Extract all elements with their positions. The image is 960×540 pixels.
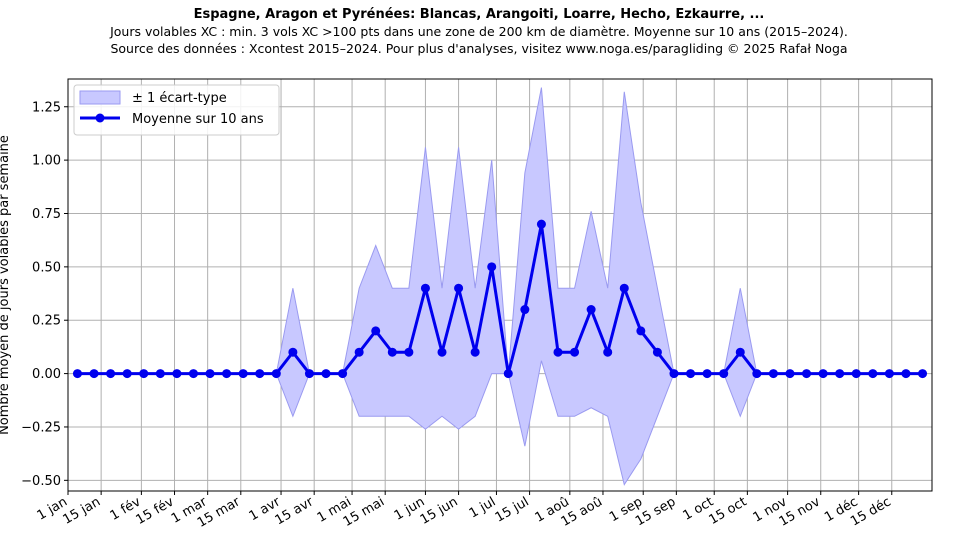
legend: ± 1 écart-type Moyenne sur 10 ans — [73, 84, 280, 136]
mean-point — [172, 369, 182, 379]
mean-point — [404, 347, 414, 357]
mean-point — [454, 283, 464, 293]
mean-point — [868, 369, 878, 379]
x-tick-label: 15 jul — [493, 494, 532, 525]
mean-point — [702, 369, 712, 379]
mean-point — [106, 369, 116, 379]
mean-point — [371, 326, 381, 336]
y-axis: −0.50 −0.25 0.00 0.25 0.50 0.75 1.00 1.25 — [21, 100, 68, 489]
y-tick-label: −0.25 — [21, 420, 61, 435]
mean-point — [636, 326, 646, 336]
y-tick-label: 0.00 — [32, 367, 61, 382]
x-tick-label: 15 jun — [418, 494, 461, 527]
plot-frame — [67, 78, 933, 492]
mean-point — [437, 347, 447, 357]
chart-subtitle-line-2: Source des données : Xcontest 2015–2024.… — [110, 41, 847, 56]
mean-point — [188, 369, 198, 379]
mean-line — [77, 222, 923, 376]
series-layer — [72, 219, 928, 379]
mean-point — [255, 369, 265, 379]
mean-point — [884, 369, 894, 379]
mean-point — [785, 369, 795, 379]
mean-point — [304, 369, 314, 379]
y-tick-label: 1.25 — [32, 100, 61, 115]
mean-point — [918, 369, 928, 379]
mean-point — [222, 369, 232, 379]
mean-point — [338, 369, 348, 379]
legend-box — [73, 84, 280, 136]
mean-point — [155, 369, 165, 379]
mean-point — [420, 283, 430, 293]
mean-point — [321, 369, 331, 379]
mean-point — [122, 369, 132, 379]
mean-point — [288, 347, 298, 357]
x-tick-label: 15 fév — [134, 494, 177, 528]
mean-point — [89, 369, 99, 379]
legend-band-swatch — [79, 90, 121, 105]
mean-point — [503, 369, 513, 379]
mean-point — [387, 347, 397, 357]
mean-point — [470, 347, 480, 357]
mean-point — [669, 369, 679, 379]
mean-point — [818, 369, 828, 379]
mean-point — [205, 369, 215, 379]
x-tick-label: 1 jul — [467, 494, 499, 521]
mean-point — [686, 369, 696, 379]
mean-point — [768, 369, 778, 379]
y-tick-label: 0.25 — [32, 314, 61, 329]
x-tick-label: 15 jan — [61, 494, 104, 527]
y-tick-label: 1.00 — [32, 154, 61, 169]
mean-point — [603, 347, 613, 357]
mean-point — [802, 369, 812, 379]
std-band-layer — [77, 87, 923, 486]
mean-point — [851, 369, 861, 379]
mean-point — [139, 369, 149, 379]
y-tick-label: 0.50 — [32, 260, 61, 275]
y-axis-label: Nombre moyen de jours volables par semai… — [0, 135, 12, 435]
mean-point — [752, 369, 762, 379]
mean-point — [536, 219, 546, 229]
y-tick-label: −0.50 — [21, 474, 61, 489]
mean-point — [570, 347, 580, 357]
chart-subtitle-line-1: Jours volables XC : min. 3 vols XC >100 … — [109, 24, 848, 39]
chart-title: Espagne, Aragon et Pyrénées: Blancas, Ar… — [194, 7, 765, 22]
y-tick-label: 0.75 — [32, 207, 61, 222]
mean-point — [520, 305, 530, 315]
mean-point — [553, 347, 563, 357]
mean-point — [619, 283, 629, 293]
legend-line-marker — [95, 113, 105, 123]
x-tick-label: 15 oct — [706, 494, 749, 527]
std-band — [77, 87, 923, 486]
mean-point — [354, 347, 364, 357]
mean-point — [271, 369, 281, 379]
mean-point — [487, 262, 497, 272]
mean-point — [735, 347, 745, 357]
mean-point — [238, 369, 248, 379]
mean-point — [901, 369, 911, 379]
legend-line-label: Moyenne sur 10 ans — [132, 112, 264, 127]
mean-point — [586, 305, 596, 315]
legend-band-label: ± 1 écart-type — [132, 91, 227, 106]
mean-point — [72, 369, 82, 379]
x-tick-label: 15 avr — [273, 494, 317, 528]
mean-point — [719, 369, 729, 379]
mean-point — [652, 347, 662, 357]
mean-point — [835, 369, 845, 379]
